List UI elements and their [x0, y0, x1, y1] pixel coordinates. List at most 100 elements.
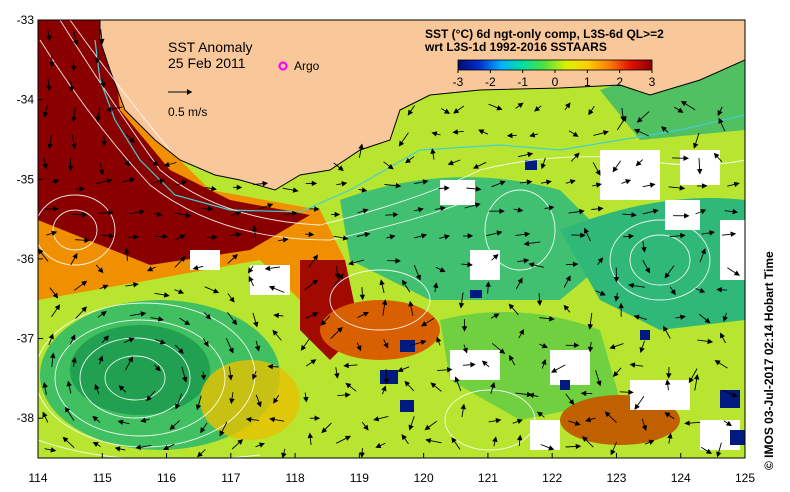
- current-vector-head: [587, 346, 594, 353]
- current-vector-head: [179, 234, 186, 240]
- current-vector-head: [227, 374, 234, 381]
- current-vector-head: [42, 382, 48, 388]
- current-vector-head: [303, 396, 309, 403]
- current-vector-head: [573, 342, 580, 349]
- current-vector-head: [666, 373, 672, 379]
- description-line-1: SST (°C) 6d ngt-only comp, L3S-6d QL>=2: [425, 27, 664, 41]
- current-vector-head: [574, 420, 581, 426]
- current-vector-head: [499, 180, 506, 186]
- current-vector-head: [343, 362, 349, 369]
- current-vector-head: [236, 231, 242, 238]
- current-vector-head: [569, 179, 576, 185]
- current-vector-head: [203, 340, 209, 347]
- current-vector-head: [588, 109, 594, 116]
- current-vector-head: [262, 180, 268, 187]
- current-vector-head: [73, 39, 79, 46]
- current-vector-head: [50, 352, 56, 359]
- current-vector-head: [422, 179, 429, 185]
- current-vector-head: [585, 416, 592, 423]
- current-vector-head: [447, 160, 454, 166]
- current-vector-head: [102, 284, 109, 290]
- current-vector-head: [291, 210, 298, 217]
- current-vector-head: [492, 254, 499, 260]
- current-vector-head: [548, 316, 555, 322]
- current-vector-head: [92, 442, 99, 448]
- current-vector-head: [228, 347, 234, 354]
- current-vector-head: [541, 343, 548, 349]
- current-vector-head: [609, 344, 616, 350]
- current-vector-head: [98, 355, 104, 362]
- current-vector-head: [628, 233, 635, 240]
- current-vector-head: [526, 179, 533, 185]
- current-vector-head: [667, 432, 673, 439]
- longitude-tick-label: 124: [671, 471, 691, 485]
- current-vector-head: [292, 187, 299, 193]
- current-vector-head: [716, 287, 722, 293]
- current-vector-head: [424, 424, 431, 431]
- current-vector-head: [169, 424, 176, 430]
- current-vector-head: [417, 207, 424, 213]
- current-vector-head: [307, 432, 314, 439]
- current-vector-head: [338, 273, 344, 280]
- current-vector-head: [629, 362, 636, 368]
- current-vector-head: [507, 132, 513, 139]
- current-vector-head: [443, 108, 451, 114]
- current-vector-head: [636, 117, 643, 123]
- current-vector-head: [49, 62, 55, 68]
- current-vector-head: [281, 452, 287, 458]
- current-vector-head: [162, 233, 168, 240]
- current-vector-head: [92, 415, 99, 422]
- current-vector-head: [408, 300, 414, 307]
- current-vector-head: [621, 115, 627, 122]
- current-vector-head: [184, 319, 191, 326]
- current-vector-head: [108, 209, 114, 216]
- current-vector-head: [485, 281, 491, 287]
- current-vector-head: [548, 205, 555, 211]
- current-vector-head: [527, 151, 534, 158]
- current-vector-head: [663, 325, 669, 332]
- current-vector-head: [272, 329, 279, 336]
- current-vector-head: [444, 234, 450, 240]
- current-vector-head: [492, 436, 498, 443]
- current-vector-head: [81, 280, 88, 287]
- current-vector-head: [551, 367, 558, 373]
- current-vector-head: [645, 267, 651, 274]
- current-vector-head: [53, 179, 60, 185]
- current-vector-head: [64, 406, 71, 413]
- current-vector-head: [536, 300, 543, 307]
- current-vector-head: [572, 261, 579, 268]
- current-vector-head: [314, 206, 320, 212]
- current-vector-head: [517, 277, 523, 284]
- current-vector-head: [652, 208, 659, 214]
- longitude-axis: 114 115 116 117 118 119 120 121 122 123 124 125: [28, 453, 755, 485]
- current-vector-head: [237, 439, 244, 445]
- current-vector-head: [597, 206, 604, 212]
- current-vector-head: [321, 427, 328, 434]
- current-vector-head: [584, 227, 589, 234]
- current-vector-head: [641, 246, 647, 253]
- current-vector-head: [178, 288, 185, 295]
- current-vector-head: [444, 185, 450, 191]
- current-vector-head: [717, 109, 723, 117]
- current-vector-head: [100, 82, 106, 88]
- missing-data-patches: [190, 150, 745, 450]
- current-vector-head: [548, 445, 555, 451]
- current-vector-head: [524, 231, 531, 238]
- current-vector-head: [192, 264, 199, 271]
- current-vector-head: [232, 254, 238, 260]
- current-vector-head: [565, 102, 571, 109]
- current-vector-head: [200, 427, 206, 434]
- current-vector-head: [421, 321, 428, 327]
- current-vector-head: [267, 203, 274, 209]
- current-vector-head: [612, 166, 619, 173]
- current-vector-head: [733, 270, 740, 276]
- current-vector-head: [718, 117, 724, 124]
- current-vector-head: [731, 392, 738, 398]
- current-vector-head: [362, 311, 369, 317]
- colorbar-ticks: -3 -2 -1 0 1 2 3: [453, 70, 656, 89]
- current-vector-head: [156, 211, 163, 218]
- current-vector-head: [312, 254, 319, 261]
- current-vector-head: [348, 260, 354, 266]
- current-vector-head: [425, 438, 432, 444]
